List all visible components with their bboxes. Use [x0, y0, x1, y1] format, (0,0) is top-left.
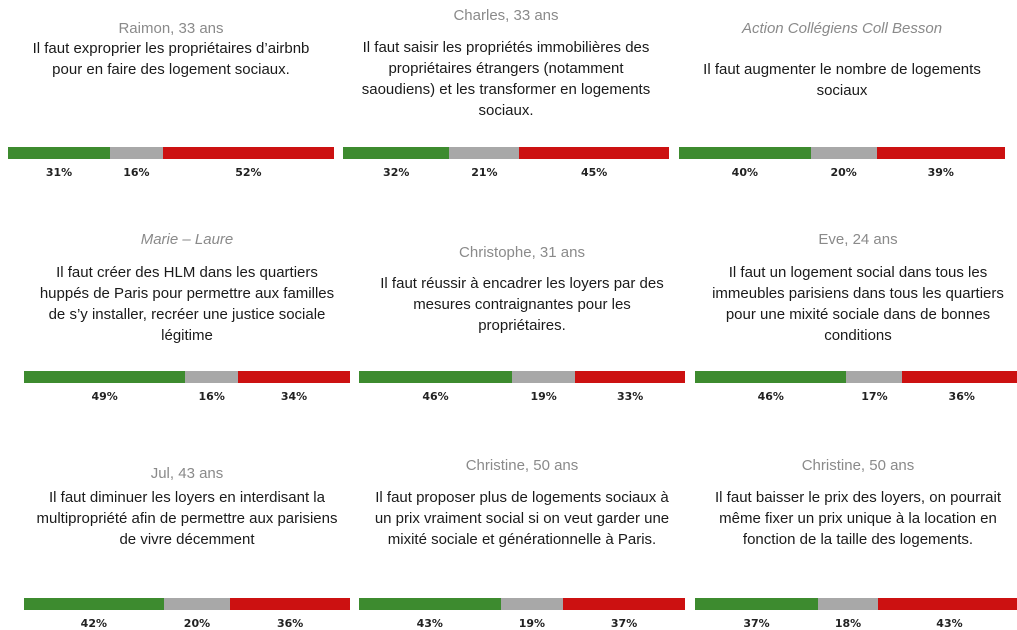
vote-segment — [500, 598, 564, 610]
vote-segment — [238, 371, 350, 383]
vote-segment — [876, 147, 1005, 159]
author: Jul, 43 ans — [150, 465, 224, 482]
vote-segment — [575, 371, 685, 383]
proposal: Il faut augmenter le nombre de logements… — [703, 61, 981, 99]
vote-segment — [695, 371, 847, 383]
vote-label: 46% — [757, 390, 784, 403]
vote-label: 31% — [45, 166, 73, 179]
author: Christophe, 31 ans — [459, 244, 585, 261]
author: Christine, 50 ans — [465, 457, 579, 474]
vote-segment — [818, 598, 878, 610]
vote-segment — [679, 147, 811, 159]
vote-label: 52% — [235, 166, 262, 179]
vote-segment — [230, 598, 350, 610]
vote-segment — [877, 598, 1017, 610]
proposal: Il faut proposer plus de logements socia… — [374, 489, 670, 548]
vote-label: 20% — [183, 617, 211, 630]
proposal: Il faut diminuer les loyers en interdisa… — [36, 489, 338, 548]
vote-segment — [24, 371, 186, 383]
author: Marie – Laure — [140, 231, 234, 248]
proposal: Il faut réussir à encadrer les loyers pa… — [380, 275, 664, 334]
vote-label: 49% — [91, 390, 118, 403]
vote-segment — [449, 147, 520, 159]
vote-label: 16% — [123, 166, 150, 179]
vote-segment — [512, 371, 576, 383]
vote-label: 39% — [927, 166, 954, 179]
vote-segment — [902, 371, 1017, 383]
author: Eve, 24 ans — [818, 231, 898, 248]
vote-segment — [810, 147, 877, 159]
vote-segment — [563, 598, 685, 610]
proposal: Il faut exproprier les propriétaires d’a… — [32, 40, 310, 78]
author: Christine, 50 ans — [801, 457, 915, 474]
vote-label: 17% — [861, 390, 888, 403]
vote-segment — [185, 371, 239, 383]
vote-label: 16% — [198, 390, 225, 403]
author: Raimon, 33 ans — [118, 20, 224, 37]
vote-label: 20% — [830, 166, 857, 179]
vote-label: 43% — [936, 617, 963, 630]
vote-label: 34% — [280, 390, 308, 403]
vote-segment — [8, 147, 111, 159]
vote-label: 19% — [518, 617, 546, 630]
vote-segment — [359, 598, 501, 610]
vote-label: 18% — [834, 617, 862, 630]
vote-segment — [359, 371, 513, 383]
vote-label: 37% — [610, 617, 638, 630]
vote-segment — [343, 147, 450, 159]
vote-segment — [110, 147, 163, 159]
vote-label: 42% — [80, 617, 108, 630]
vote-segment — [695, 598, 819, 610]
vote-segment — [163, 598, 231, 610]
vote-label: 40% — [731, 166, 759, 179]
vote-label: 46% — [422, 390, 449, 403]
proposal: Il faut saisir les propriétés immobilièr… — [361, 39, 651, 119]
vote-segment — [846, 371, 903, 383]
proposal: Il faut baisser le prix des loyers, on p… — [715, 489, 1001, 548]
vote-label: 21% — [471, 166, 498, 179]
vote-segment — [24, 598, 164, 610]
vote-label: 33% — [616, 390, 644, 403]
vote-label: 36% — [948, 390, 975, 403]
vote-label: 32% — [383, 166, 410, 179]
vote-label: 36% — [276, 617, 304, 630]
vote-label: 45% — [580, 166, 608, 179]
vote-label: 43% — [416, 617, 443, 630]
vote-label: 19% — [530, 390, 557, 403]
vote-label: 37% — [743, 617, 770, 630]
vote-segment — [162, 147, 334, 159]
author: Action Collégiens Coll Besson — [741, 20, 943, 37]
vote-segment — [519, 147, 669, 159]
proposal: Il faut créer des HLM dans les quartiers… — [39, 264, 335, 344]
author: Charles, 33 ans — [453, 7, 559, 24]
proposal: Il faut un logement social dans tous les… — [712, 264, 1004, 344]
